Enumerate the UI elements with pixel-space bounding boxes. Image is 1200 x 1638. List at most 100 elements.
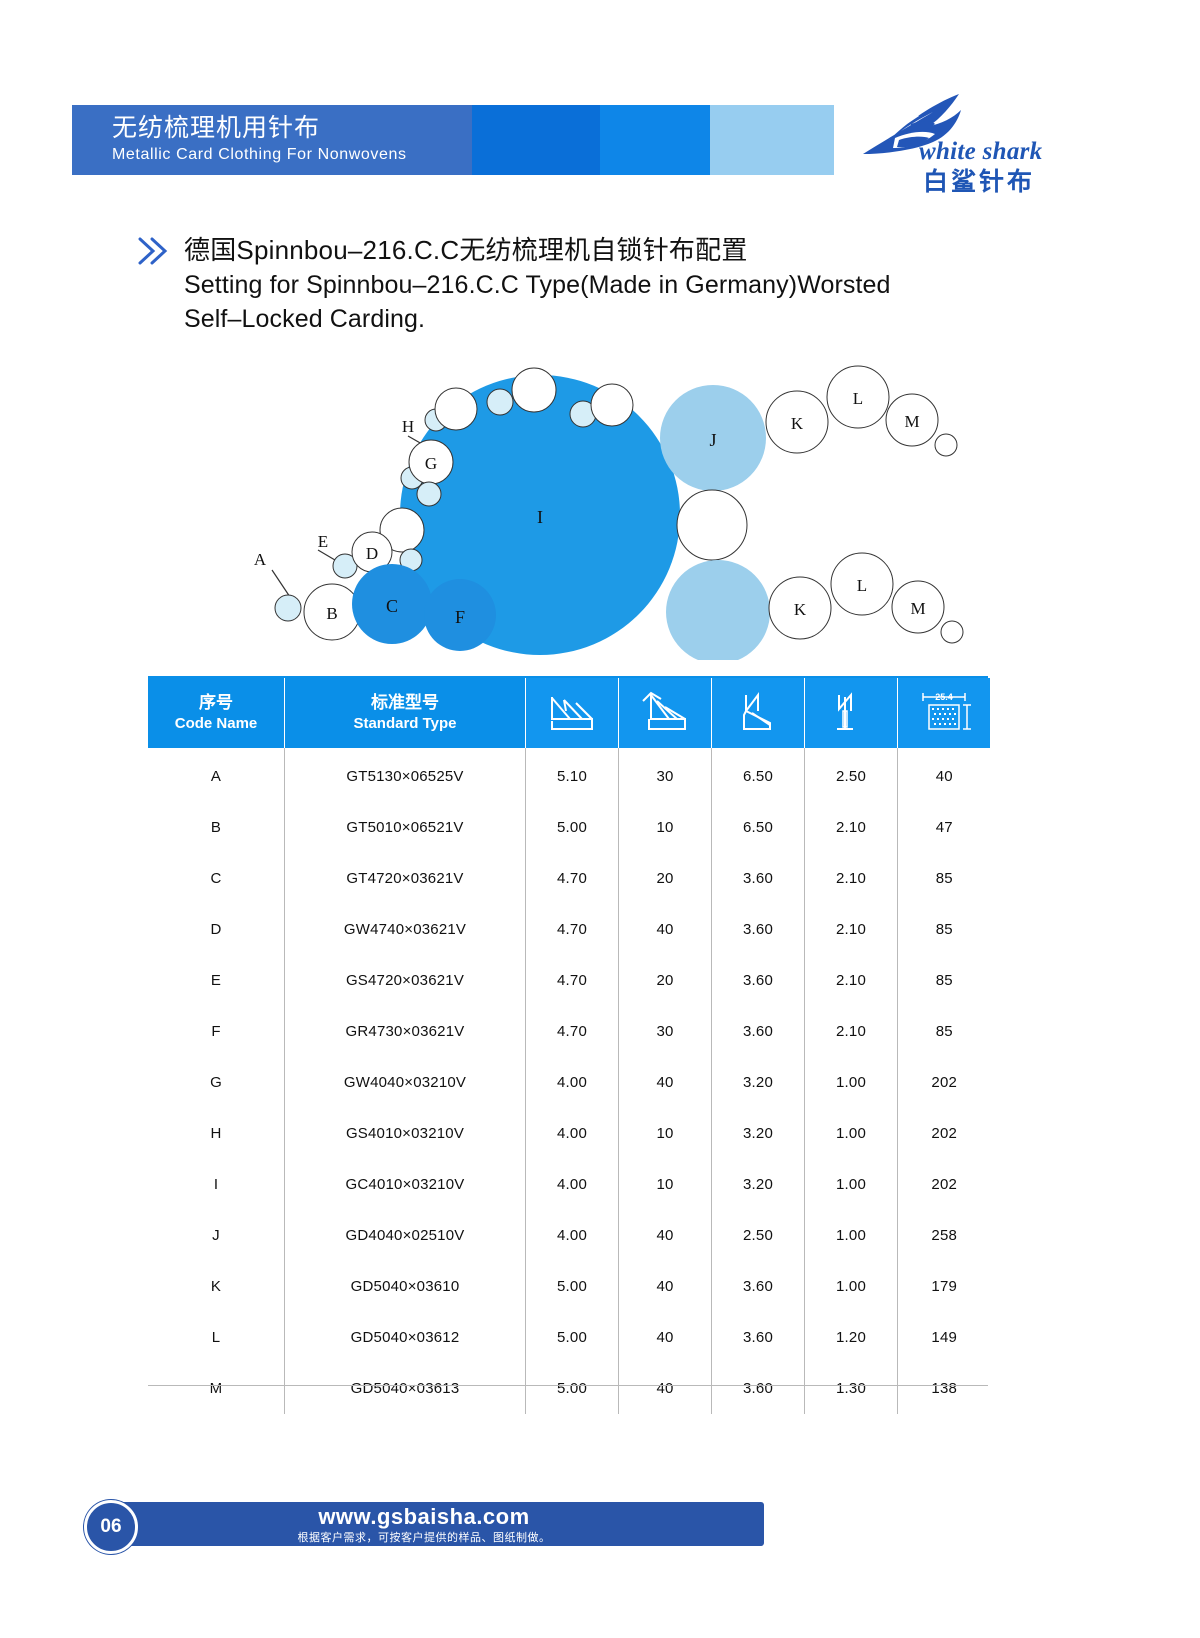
cell-v5: 258 (931, 1227, 958, 1244)
cell-v1: 4.70 (525, 955, 619, 1006)
cell-v4: 1.00 (804, 1057, 898, 1108)
roller-small-7 (434, 387, 478, 431)
double-chevron-icon (138, 237, 168, 265)
cell-v3: 3.60 (711, 904, 805, 955)
roller-label-j: J (709, 430, 716, 450)
table-header-row: 序号 Code Name 标准型号 Standard Type (148, 678, 991, 748)
cell-v3: 3.20 (711, 1159, 805, 1210)
cell-v5: 85 (935, 972, 953, 989)
footer-note: 根据客户需求，可按客户提供的样品、图纸制做。 (297, 1532, 551, 1544)
roller-c (352, 564, 432, 644)
roller-j-lower (666, 560, 770, 660)
cell-v1: 4.00 (525, 1159, 619, 1210)
points-per-square-inch-icon: 25.4 (922, 692, 971, 730)
cell-v3: 6.50 (711, 748, 805, 802)
banner-segment-3 (600, 105, 710, 175)
roller-label-m-upper: M (904, 412, 919, 431)
points-density-value: 25.4 (935, 692, 953, 702)
roller-label-f: F (455, 607, 465, 627)
roller-small-9 (511, 367, 557, 413)
cell-v3: 3.60 (711, 1363, 805, 1414)
cell-v4: 2.10 (804, 1006, 898, 1057)
roller-small-13 (940, 620, 964, 644)
cell-v1: 5.00 (525, 802, 619, 853)
cell-code: C (148, 853, 285, 904)
cell-v5: 202 (931, 1074, 958, 1091)
roller-idler (676, 489, 748, 561)
cell-v5: 138 (931, 1380, 958, 1397)
roller-small-12 (934, 433, 958, 457)
roller-label-h: H (402, 417, 414, 436)
col-header-rib-thickness (804, 678, 898, 748)
cell-v1: 4.00 (525, 1108, 619, 1159)
roller-label-e: E (318, 532, 328, 551)
cell-code: I (148, 1159, 285, 1210)
cell-code: B (148, 802, 285, 853)
table-top-rule (148, 676, 988, 678)
tooth-profile-angle-icon (642, 691, 686, 730)
roller-label-k-lower: K (794, 600, 807, 619)
roller-small-2 (379, 507, 425, 553)
roller-e-small (332, 553, 358, 579)
roller-label-c: C (386, 596, 398, 616)
roller-f (424, 579, 496, 651)
cell-code: G (148, 1057, 285, 1108)
cell-v5: 179 (931, 1278, 958, 1295)
roller-layout-diagram: I G A B E D C (140, 360, 1060, 660)
table-row: F GR4730×03621V 4.70 30 3.60 2.10 85 (148, 1006, 991, 1057)
cell-v3: 2.50 (711, 1210, 805, 1261)
cell-v4: 1.20 (804, 1312, 898, 1363)
col-header-type: 标准型号 Standard Type (284, 678, 526, 748)
spec-table-body: A GT5130×06525V 5.10 30 6.50 2.50 40 B GT5010×06… (148, 748, 991, 1414)
col-header-code: 序号 Code Name (148, 678, 285, 748)
cell-v2: 40 (618, 904, 712, 955)
cell-v2: 20 (618, 853, 712, 904)
page-number-badge: 06 (84, 1500, 138, 1554)
cell-v2: 20 (618, 955, 712, 1006)
cell-v4: 2.10 (804, 955, 898, 1006)
cell-v2: 40 (618, 1261, 712, 1312)
table-row: M GD5040×03613 5.00 40 3.60 1.30 138 (148, 1363, 991, 1414)
cell-v4: 2.10 (804, 904, 898, 955)
spec-table: 序号 Code Name 标准型号 Standard Type (148, 678, 991, 1414)
cell-v3: 3.20 (711, 1057, 805, 1108)
col-header-tooth-angle (618, 678, 712, 748)
table-row: L GD5040×03612 5.00 40 3.60 1.20 149 (148, 1312, 991, 1363)
roller-label-l-lower: L (857, 576, 867, 595)
cell-v2: 10 (618, 1108, 712, 1159)
col-header-type-cn: 标准型号 (371, 693, 439, 712)
cell-type: GD5040×03613 (284, 1363, 526, 1414)
roller-small-11 (590, 383, 634, 427)
col-header-tooth-pitch (525, 678, 619, 748)
col-header-code-en: Code Name (174, 715, 258, 732)
cell-type: GR4730×03621V (284, 1006, 526, 1057)
cell-v5: 85 (935, 1023, 953, 1040)
cell-v4: 2.10 (804, 853, 898, 904)
table-row: I GC4010×03210V 4.00 10 3.20 1.00 202 (148, 1159, 991, 1210)
table-row: A GT5130×06525V 5.10 30 6.50 2.50 40 (148, 748, 991, 802)
cell-type: GW4040×03210V (284, 1057, 526, 1108)
cell-v4: 1.00 (804, 1159, 898, 1210)
roller-label-l-upper: L (853, 389, 863, 408)
roller-h-small (416, 481, 442, 507)
cell-type: GS4720×03621V (284, 955, 526, 1006)
footer-bar (102, 1502, 764, 1546)
cell-v2: 40 (618, 1210, 712, 1261)
banner-segment-4 (710, 105, 834, 175)
cell-v2: 40 (618, 1312, 712, 1363)
cell-v5: 149 (931, 1329, 958, 1346)
cell-v1: 5.10 (525, 748, 619, 802)
cell-v4: 1.00 (804, 1108, 898, 1159)
cell-v3: 3.60 (711, 1006, 805, 1057)
rib-thickness-icon (837, 692, 853, 730)
cell-type: GD5040×03610 (284, 1261, 526, 1312)
heading-line-cn: 德国Spinnbou–216.C.C无纺梳理机自锁针布配置 (184, 235, 748, 265)
cell-v5: 40 (935, 768, 953, 785)
footer-website-url[interactable]: www.gsbaisha.com (318, 1504, 530, 1529)
cell-type: GS4010×03210V (284, 1108, 526, 1159)
section-heading: 德国Spinnbou–216.C.C无纺梳理机自锁针布配置 Setting fo… (138, 232, 1038, 336)
cell-code: J (148, 1210, 285, 1261)
banner-title-cn: 无纺梳理机用针布 (112, 114, 321, 142)
table-row: G GW4040×03210V 4.00 40 3.20 1.00 202 (148, 1057, 991, 1108)
